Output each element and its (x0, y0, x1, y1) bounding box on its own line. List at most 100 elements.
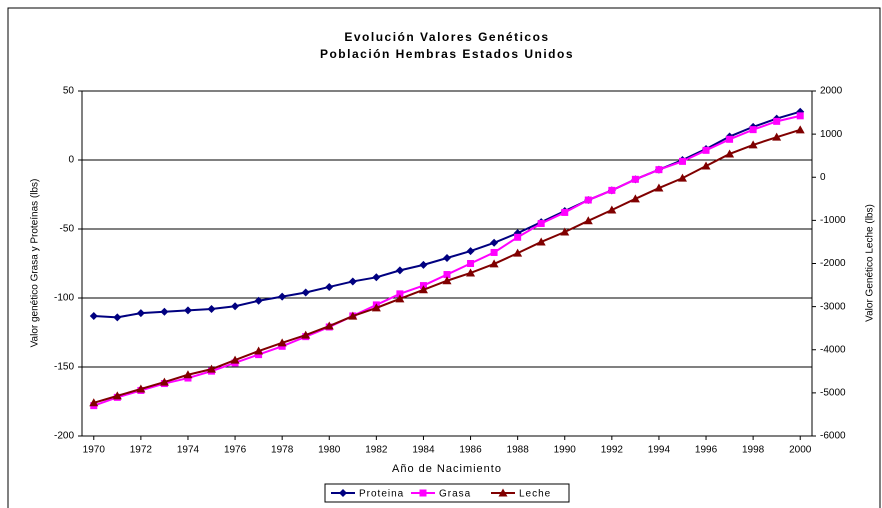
marker (372, 273, 381, 282)
x-tick-label: 1976 (224, 445, 247, 456)
marker (608, 186, 616, 194)
y2-tick-label: -6000 (820, 431, 846, 442)
x-tick-label: 1998 (742, 445, 765, 456)
marker (536, 237, 546, 246)
y-tick-label: 0 (68, 155, 74, 166)
chart-subtitle: Población Hembras Estados Unidos (320, 47, 574, 61)
y-tick-label: -100 (54, 293, 74, 304)
marker (207, 305, 216, 314)
y-tick-label: -200 (54, 431, 74, 442)
marker (339, 489, 347, 497)
marker (796, 112, 804, 120)
x-tick-label: 1978 (271, 445, 294, 456)
series-line (93, 110, 801, 319)
marker (773, 117, 781, 125)
y2-axis-label: Valor Genético Leche (lbs) (865, 204, 876, 322)
marker (301, 288, 310, 297)
x-tick-label: 1986 (459, 445, 482, 456)
marker (112, 391, 122, 400)
marker (348, 311, 358, 320)
y2-tick-label: -5000 (820, 388, 846, 399)
marker (442, 276, 452, 285)
x-tick-label: 1994 (648, 445, 671, 456)
marker (418, 285, 428, 294)
marker (467, 260, 475, 267)
x-tick-label: 1984 (412, 445, 435, 456)
x-tick-label: 1990 (554, 445, 577, 456)
marker (489, 259, 499, 268)
marker (371, 303, 381, 312)
marker (583, 216, 593, 225)
y2-tick-label: 2000 (820, 86, 843, 97)
y2-tick-label: -4000 (820, 344, 846, 355)
marker (419, 260, 428, 269)
marker (348, 277, 357, 286)
marker (654, 183, 664, 192)
marker (466, 247, 475, 256)
marker (160, 307, 169, 316)
legend-label: Grasa (439, 489, 471, 500)
marker (561, 208, 569, 216)
marker (490, 238, 499, 247)
x-tick-label: 1974 (177, 445, 200, 456)
marker (560, 227, 570, 236)
marker (537, 219, 545, 227)
marker (443, 271, 451, 279)
marker (89, 311, 98, 320)
marker (254, 346, 264, 355)
marker (678, 157, 686, 165)
series-line (93, 128, 801, 404)
marker (324, 321, 334, 330)
marker (419, 489, 427, 497)
marker (772, 132, 782, 141)
y-axis-label: Valor genético Grasa y Proteínas (lbs) (30, 179, 41, 348)
x-tick-label: 2000 (789, 445, 812, 456)
marker (607, 205, 617, 214)
marker (136, 384, 146, 393)
marker (277, 338, 287, 347)
x-axis-label: Año de Nacimiento (392, 463, 502, 475)
legend-label: Leche (519, 489, 551, 500)
chart-frame (7, 7, 881, 508)
y-tick-label: 50 (63, 86, 75, 97)
marker (443, 253, 451, 262)
legend-box (324, 483, 570, 503)
marker (325, 282, 334, 291)
x-tick-label: 1982 (365, 445, 388, 456)
marker (136, 309, 145, 318)
x-tick-label: 1988 (507, 445, 530, 456)
marker (113, 313, 122, 322)
marker (795, 125, 805, 134)
marker (395, 294, 405, 303)
marker (395, 266, 404, 275)
marker (655, 166, 663, 174)
marker (230, 355, 240, 364)
marker (726, 135, 734, 143)
marker (396, 290, 404, 298)
marker (630, 194, 640, 203)
marker (254, 296, 263, 305)
x-tick-label: 1992 (601, 445, 624, 456)
marker (301, 330, 311, 339)
marker (498, 488, 508, 497)
marker (183, 306, 192, 315)
legend-label: Proteina (359, 489, 404, 500)
marker (278, 292, 287, 301)
y2-tick-label: 1000 (820, 129, 843, 140)
marker (89, 398, 99, 407)
marker (159, 377, 169, 386)
y-tick-label: -150 (54, 362, 74, 373)
marker (490, 248, 498, 256)
plot-area (81, 90, 813, 437)
marker (725, 149, 735, 158)
x-tick-label: 1972 (130, 445, 153, 456)
marker (466, 268, 476, 277)
marker (748, 140, 758, 149)
marker (631, 175, 639, 183)
marker (701, 161, 711, 170)
marker (584, 196, 592, 204)
marker (231, 302, 240, 311)
marker (514, 233, 522, 241)
chart-title: Evolución Valores Genéticos (344, 30, 549, 44)
